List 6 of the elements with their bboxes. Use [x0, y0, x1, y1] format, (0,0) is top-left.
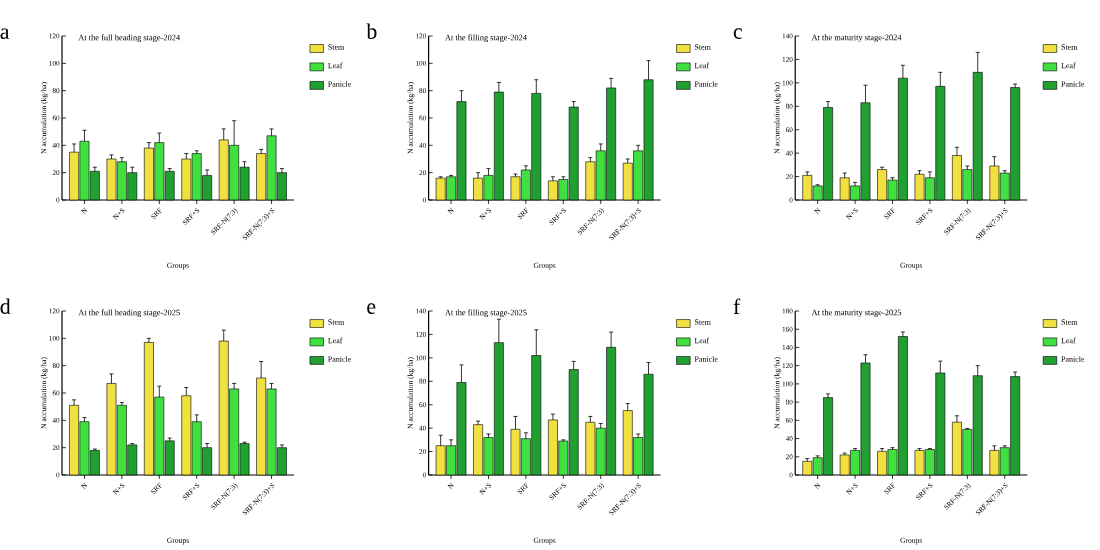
text: b	[366, 23, 377, 39]
text: f	[733, 298, 741, 314]
text: e	[367, 303, 376, 314]
text: d	[0, 298, 11, 314]
text: a	[0, 28, 10, 39]
text: c	[733, 28, 743, 39]
